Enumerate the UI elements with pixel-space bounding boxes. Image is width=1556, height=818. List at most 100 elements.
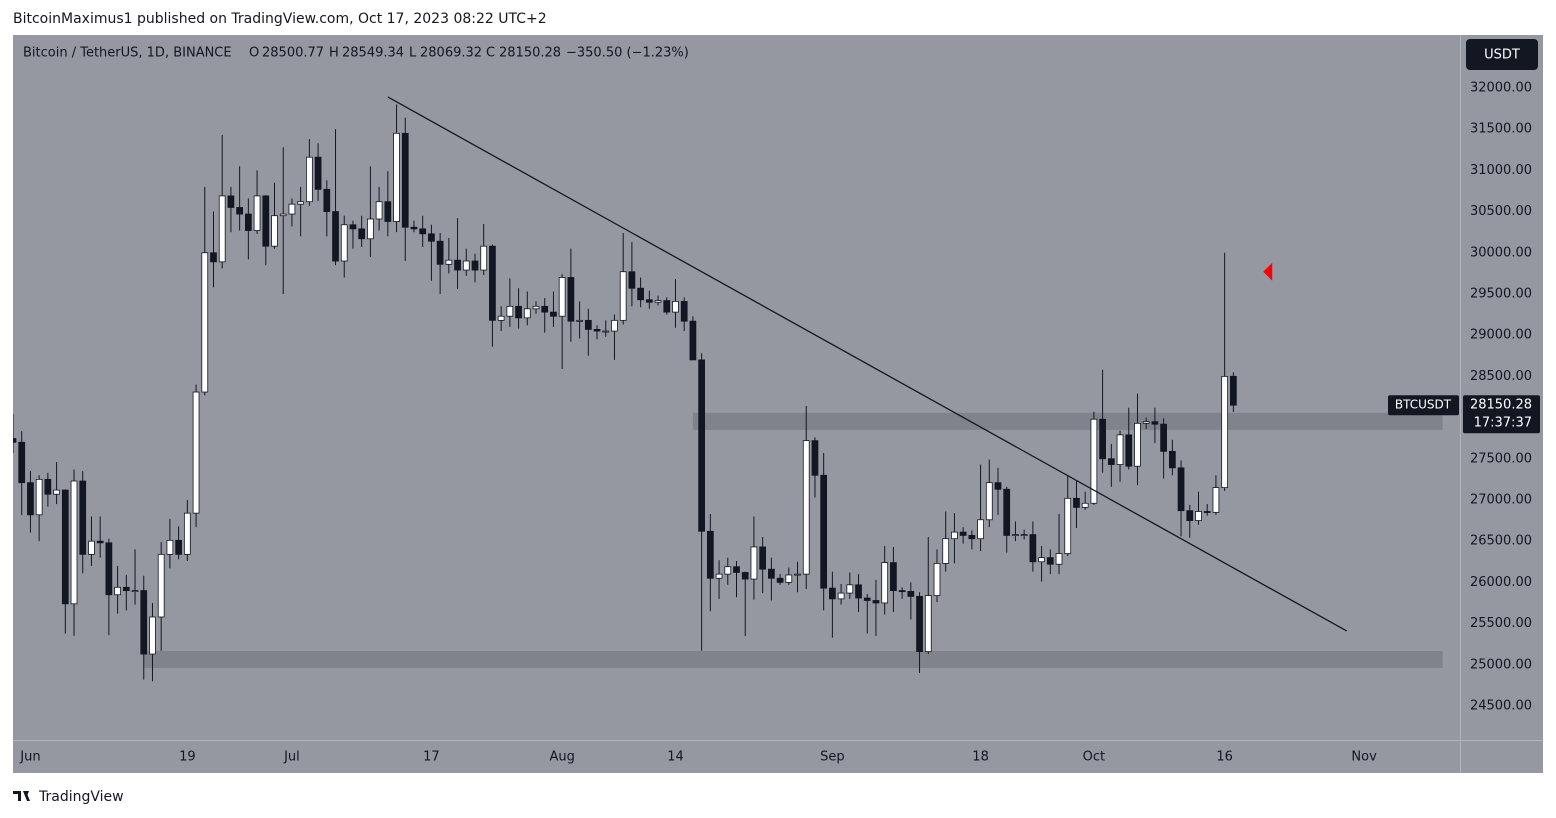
x-tick-label: Jul [283,750,300,765]
candle-body [140,590,148,655]
candle-body [1073,497,1080,508]
y-tick-label: 30500.00 [1470,204,1532,219]
last-price-bg [1463,395,1540,434]
candle-body [88,540,95,555]
candle-body [1142,421,1150,424]
candle-body [724,566,732,575]
candle-body [750,546,758,580]
x-tick-label: 19 [179,750,196,765]
candle-body [768,568,775,579]
candle-body [1221,375,1229,489]
candle-body [890,562,897,592]
footer-logo: TradingView [13,789,124,805]
candle-body [811,440,819,476]
candle-body [471,260,479,271]
arrow-marker [1263,262,1273,281]
zone [143,651,1443,668]
candle-body [157,553,165,618]
y-tick-label: 27500.00 [1470,451,1532,466]
candle-body [1212,487,1220,513]
candle-body [628,271,636,289]
candle-body [846,584,854,594]
candle-body [105,542,113,596]
candle-body [1081,502,1089,508]
plot [13,96,1443,682]
candle-body [663,300,671,313]
candle-body [645,299,653,303]
candle-body [1203,511,1211,513]
candle-body [306,156,313,203]
candle-body [672,300,679,313]
legend-c: C [486,46,495,61]
legend-h: H [329,46,339,61]
candle-body [218,195,226,263]
candle-body [741,572,749,580]
last-price: 28150.28 [1470,398,1532,413]
candle-body [122,586,130,592]
candle-body [227,195,235,208]
candle-body [279,213,287,217]
candle-body [35,478,43,516]
candle-body [1012,534,1019,536]
legend-high: 28549.34 [342,46,404,61]
last-price-tag: BTCUSDT 28150.28 17:37:37 [1388,395,1540,434]
candle-body [1107,458,1115,465]
candle-body [1177,467,1185,512]
y-tick-label: 25000.00 [1470,657,1532,672]
candle-body [401,132,409,228]
candle-body [933,563,941,596]
candle-body [550,311,557,317]
candle-body [523,308,531,319]
candle-body [314,156,322,190]
candle-body [794,573,801,576]
x-tick-label: 18 [972,750,989,765]
candle-body [733,566,740,573]
symbol-tag-bg [1388,395,1459,416]
candle-body [18,441,26,484]
candle-body [149,616,156,655]
y-tick-label: 32000.00 [1470,80,1532,95]
candle-body [1090,418,1098,504]
candle-body [611,319,618,332]
countdown: 17:37:37 [1474,416,1532,431]
legend-symbol: Bitcoin / TetherUS, 1D, BINANCE [23,46,232,61]
legend-close: 28150.28 [499,46,561,61]
candle-body [1151,421,1159,425]
candle-body [410,226,418,230]
candle-body [994,482,1002,490]
candle-body [759,546,767,570]
candle-body [384,201,392,222]
currency-button[interactable] [1466,39,1538,70]
y-tick-label: 29000.00 [1470,328,1532,343]
candle-body [297,201,305,205]
publisher: BitcoinMaximus1 published on TradingView… [13,11,547,27]
candle-body [916,595,923,652]
candle-body [576,319,583,322]
candle-body [1195,511,1202,521]
candle-body [236,207,244,215]
y-tick-label: 25500.00 [1470,616,1532,631]
candle-body [1038,557,1045,563]
candle-body [942,538,950,564]
currency-label[interactable]: USDT [1484,48,1520,63]
candle-body [445,259,453,265]
candle-body [654,300,662,303]
candle-body [637,287,644,301]
x-tick-label: 14 [667,750,684,765]
y-tick-label: 28500.00 [1470,369,1532,384]
candle-body [210,252,217,263]
candle-body [558,277,566,317]
x-tick-label: Oct [1083,750,1105,765]
candle-body [79,480,87,555]
candle-body [706,530,714,579]
trendline [387,96,1347,632]
candle-body [1168,450,1176,469]
y-tick-label: 30000.00 [1470,245,1532,260]
candle-body [567,277,575,322]
y-tick-label: 31000.00 [1470,163,1532,178]
candle-body [262,195,270,247]
x-tick-label: 17 [423,750,440,765]
candle-body [1064,497,1072,554]
